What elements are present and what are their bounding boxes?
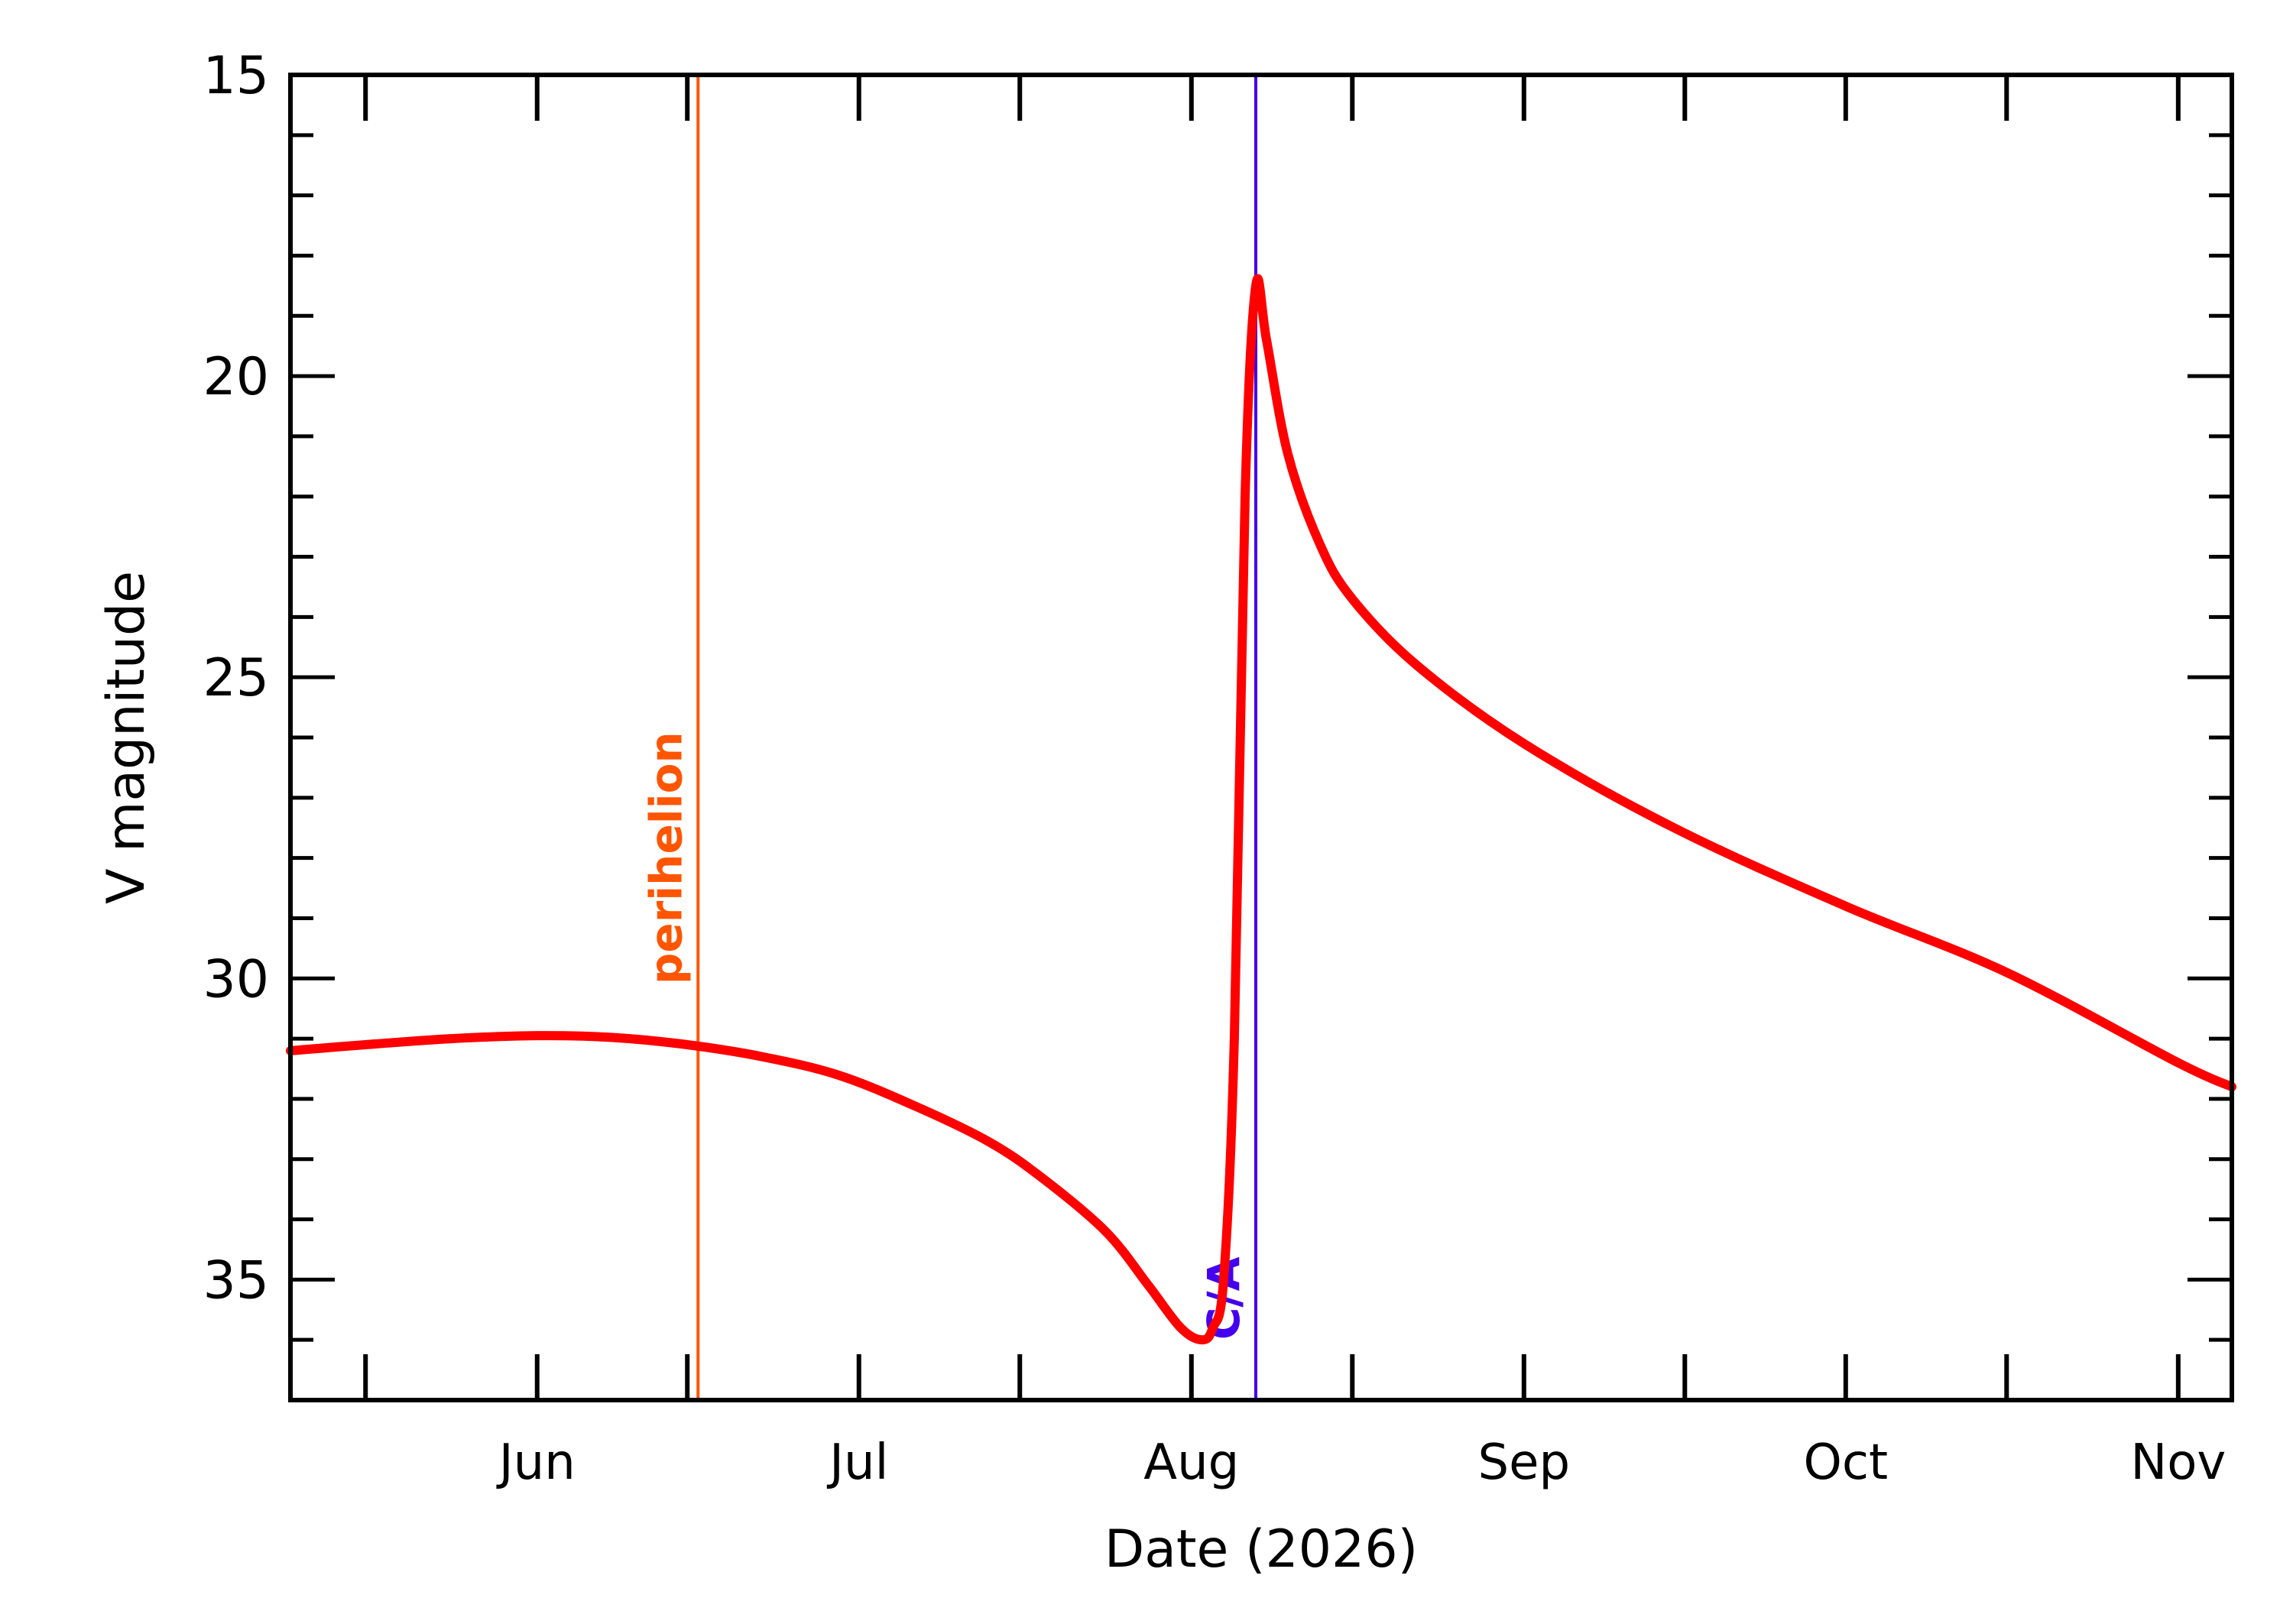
- y-tick-label: 20: [203, 347, 269, 407]
- plot-frame: [288, 73, 2234, 1402]
- x-tick-label: Jun: [496, 1434, 576, 1491]
- y-tick-label: 35: [203, 1250, 269, 1311]
- x-tick-label: Oct: [1803, 1434, 1888, 1491]
- y-axis-title: V magnitude: [96, 571, 157, 904]
- data-series: [286, 274, 2236, 1345]
- tick-labels: Jun Jul Aug Sep Oct Nov 15 20 25 30 35: [203, 46, 2226, 1491]
- annotation-label: perihelion: [640, 731, 692, 984]
- x-tick-label: Nov: [2130, 1434, 2226, 1491]
- x-tick-label: Sep: [1477, 1434, 1570, 1491]
- x-tick-label: Aug: [1143, 1434, 1239, 1491]
- x-tick-label: Jul: [826, 1434, 888, 1491]
- y-tick-label: 15: [203, 46, 269, 106]
- y-tick-label: 25: [203, 648, 269, 708]
- y-tick-label: 30: [203, 949, 269, 1010]
- magnitude-curve: [286, 274, 2236, 1345]
- x-axis-title: Date (2026): [1104, 1519, 1418, 1580]
- axis-ticks: [290, 73, 2232, 1402]
